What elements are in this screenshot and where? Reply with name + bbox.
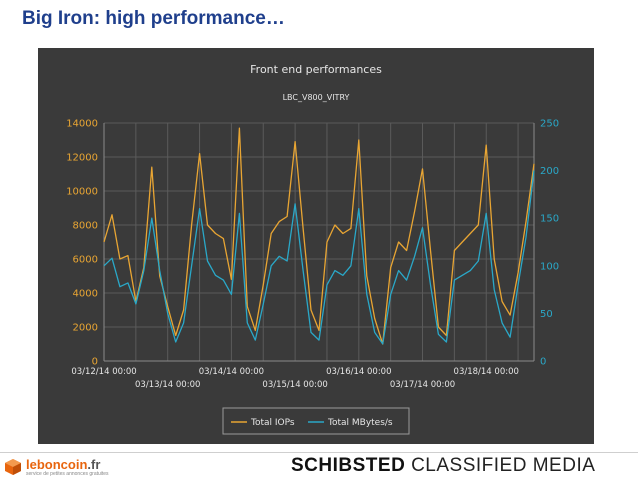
y-left-tick-label: 8000 — [73, 221, 98, 232]
slide-title: Big Iron: high performance… — [22, 8, 285, 29]
y-left-tick-label: 4000 — [73, 289, 98, 300]
y-right-tick-label: 150 — [540, 214, 559, 225]
footer-divider — [0, 452, 638, 453]
x-tick-label: 03/15/14 00:00 — [262, 380, 327, 390]
chart-title: Front end performances — [250, 63, 382, 76]
schibsted-brand: SCHIBSTED CLASSIFIED MEDIA — [291, 455, 595, 477]
leboncoin-logo-icon — [5, 459, 21, 475]
x-tick-label: 03/17/14 00:00 — [390, 380, 455, 390]
x-tick-label: 03/13/14 00:00 — [135, 380, 200, 390]
y-left-tick-label: 2000 — [73, 323, 98, 334]
y-left-tick-label: 10000 — [66, 187, 98, 198]
x-tick-label: 03/16/14 00:00 — [326, 367, 391, 377]
chart-subtitle: LBC_V800_VITRY — [283, 93, 350, 102]
series-line-total-iops — [103, 127, 535, 345]
leboncoin-wordmark: leboncoin.fr — [26, 457, 101, 472]
y-left-tick-label: 12000 — [66, 153, 98, 164]
x-tick-label: 03/14/14 00:00 — [199, 367, 264, 377]
leboncoin-tagline: service de petites annonces gratuites — [26, 471, 109, 477]
y-left-tick-label: 14000 — [66, 119, 98, 130]
y-left-tick-label: 6000 — [73, 255, 98, 266]
y-right-tick-label: 250 — [540, 119, 559, 130]
legend-label: Total IOPs — [250, 418, 295, 428]
x-tick-label: 03/18/14 00:00 — [454, 367, 519, 377]
y-right-tick-label: 200 — [540, 166, 559, 177]
legend-label: Total MBytes/s — [327, 418, 393, 428]
y-right-tick-label: 50 — [540, 309, 553, 320]
brand-bold: SCHIBSTED — [291, 455, 406, 476]
series-line-total-mbytes — [103, 170, 535, 345]
legend-box — [222, 407, 410, 435]
x-tick-label: 03/12/14 00:00 — [71, 367, 136, 377]
y-left-tick-label: 0 — [92, 357, 98, 368]
y-right-tick-label: 0 — [540, 357, 546, 368]
performance-chart: Front end performances LBC_V800_VITRY 0 200… — [66, 63, 559, 435]
brand-light: CLASSIFIED MEDIA — [411, 455, 596, 476]
chart-panel: Front end performances LBC_V800_VITRY 0 200… — [38, 48, 594, 444]
y-right-tick-label: 100 — [540, 261, 559, 272]
